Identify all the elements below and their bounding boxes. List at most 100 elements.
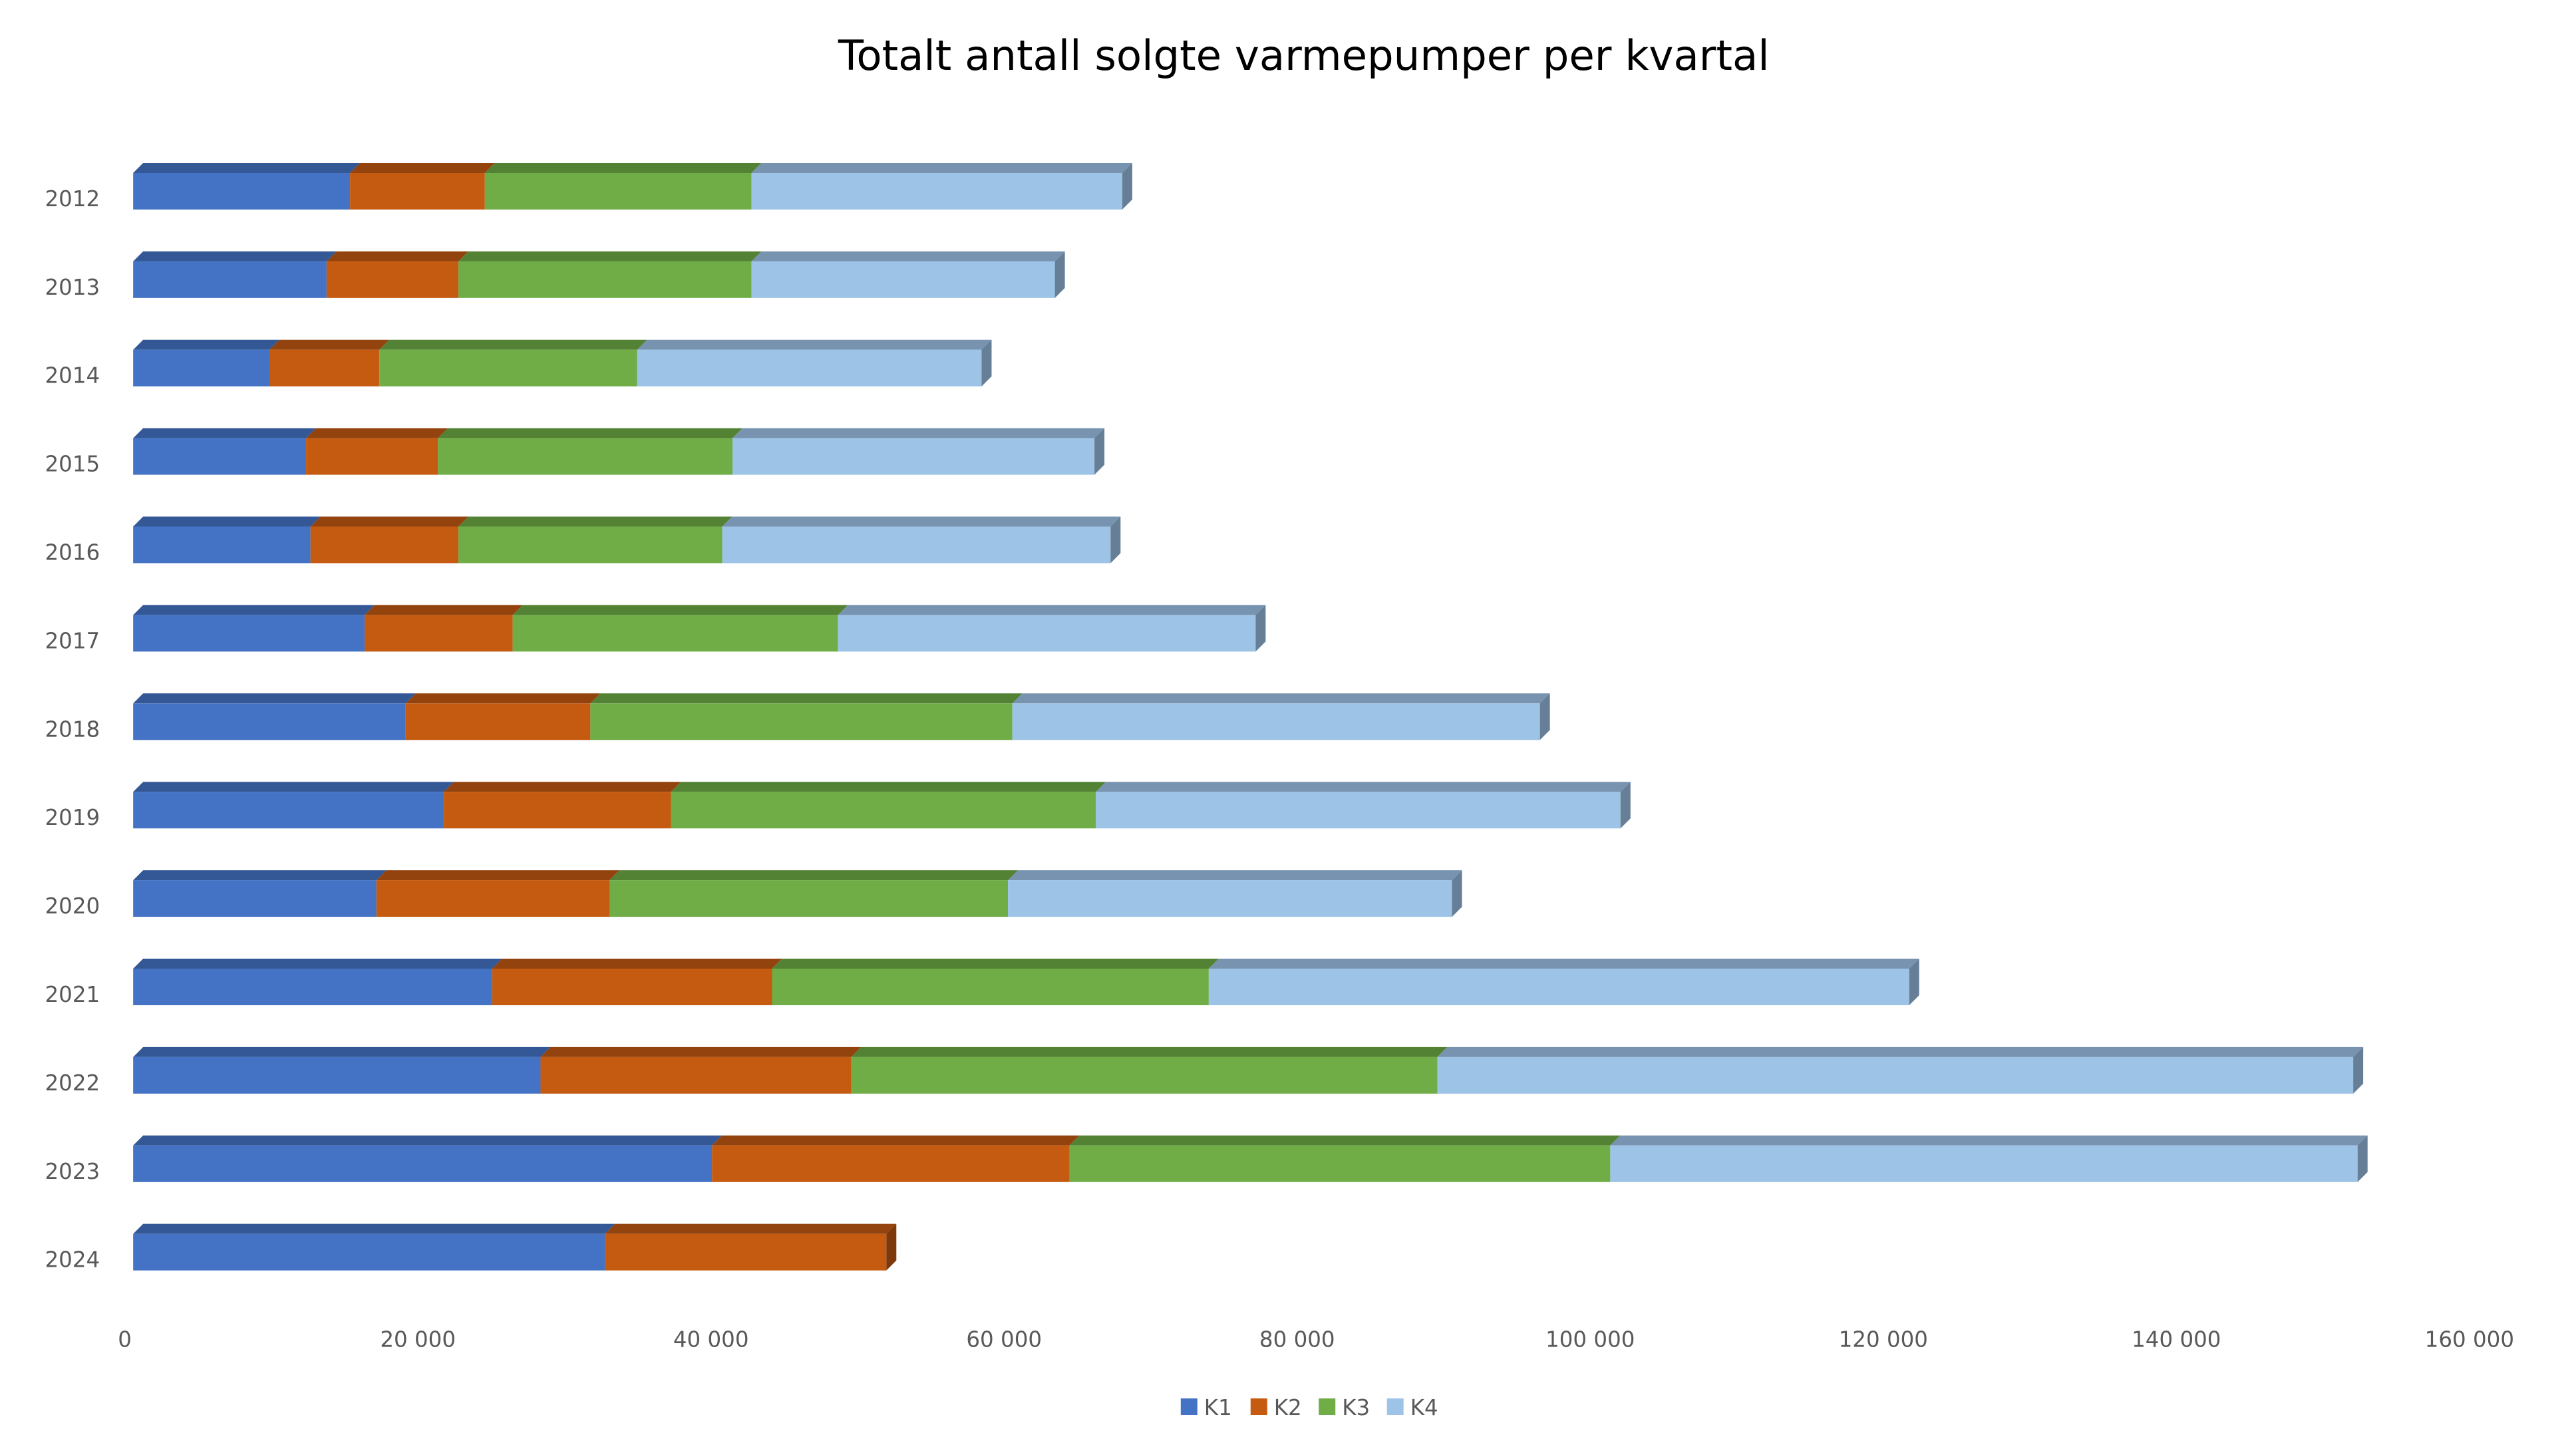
x-axis: 0 20 000 40 000 60 000 80 000 100 000 120 000 1…: [118, 1327, 2514, 1353]
bar-K4-2012: [751, 162, 1132, 210]
bar-front-face: [712, 1145, 1070, 1182]
bar-top-face: [133, 870, 387, 881]
bar-K3-2015: [438, 428, 743, 475]
bar-top-face: [732, 428, 1105, 438]
bar-front-face: [133, 526, 311, 563]
x-tick-label: 80 000: [1259, 1327, 1335, 1353]
bar-top-face: [772, 958, 1219, 969]
bar-side-face: [1452, 870, 1462, 917]
bar-top-face: [851, 1046, 1448, 1057]
bar-K2-2013: [326, 251, 469, 298]
bar-K2-2024: [605, 1223, 897, 1271]
bar-K1-2021: [133, 958, 502, 1005]
bar-K4-2013: [751, 251, 1065, 298]
bar-side-face: [886, 1223, 897, 1271]
bar-top-face: [1096, 782, 1631, 792]
bar-front-face: [444, 792, 671, 829]
bar-K2-2017: [365, 605, 523, 652]
bar-top-face: [133, 1046, 551, 1057]
legend-label: K2: [1274, 1395, 1302, 1420]
bar-top-face: [326, 251, 469, 261]
bar-front-face: [751, 261, 1055, 298]
bar-K3-2012: [484, 162, 762, 210]
bar-K1-2020: [133, 870, 387, 917]
bar-K4-2019: [1096, 782, 1631, 829]
bar-top-face: [751, 162, 1132, 173]
y-tick-label: 2013: [45, 275, 100, 300]
y-tick-label: 2023: [45, 1159, 100, 1184]
bar-front-face: [1008, 880, 1452, 917]
bar-front-face: [306, 438, 438, 475]
bar-top-face: [133, 251, 337, 261]
bar-top-face: [605, 1223, 897, 1234]
y-tick-label: 2021: [45, 982, 100, 1007]
y-axis: 2012 2013 2014 2015 2016 2017 2018 2019 2020 2021…: [45, 186, 100, 1273]
bar-front-face: [605, 1233, 887, 1271]
bar-K1-2022: [133, 1046, 551, 1094]
bar-top-face: [133, 605, 375, 615]
bar-front-face: [326, 261, 459, 298]
bar-K1-2023: [133, 1135, 723, 1182]
bar-K3-2022: [851, 1046, 1448, 1094]
bar-K2-2012: [350, 162, 495, 210]
bar-top-face: [133, 693, 416, 704]
bar-top-face: [458, 251, 762, 261]
bar-K2-2015: [306, 428, 448, 475]
x-tick-label: 120 000: [1839, 1327, 1928, 1353]
bar-top-face: [133, 1223, 615, 1234]
bar-K3-2017: [512, 605, 848, 652]
legend-item-K2: K2: [1250, 1395, 1302, 1420]
x-tick-label: 160 000: [2425, 1327, 2514, 1353]
bar-top-face: [637, 339, 992, 350]
bar-front-face: [540, 1056, 852, 1094]
bar-K1-2018: [133, 693, 416, 740]
bar-front-face: [133, 438, 307, 475]
bar-side-face: [1094, 428, 1105, 475]
bar-K1-2024: [133, 1223, 615, 1271]
y-tick-label: 2024: [45, 1247, 100, 1273]
bar-front-face: [350, 172, 485, 210]
y-tick-label: 2022: [45, 1070, 100, 1096]
legend-item-K3: K3: [1319, 1395, 1370, 1420]
bar-top-face: [671, 782, 1106, 792]
bar-top-face: [722, 516, 1121, 527]
bar-front-face: [732, 438, 1095, 475]
bar-K4-2020: [1008, 870, 1462, 917]
bar-K2-2019: [444, 782, 681, 829]
bar-K4-2015: [732, 428, 1105, 475]
bar-top-face: [133, 162, 361, 173]
bar-top-face: [1610, 1135, 2368, 1146]
legend: K1 K2 K3 K4: [1180, 1395, 1438, 1420]
bar-front-face: [484, 172, 752, 210]
bar-top-face: [458, 516, 732, 527]
bar-front-face: [365, 615, 513, 652]
legend-label: K1: [1204, 1395, 1232, 1420]
bar-front-face: [838, 615, 1256, 652]
bar-front-face: [379, 349, 637, 387]
plot-area: [133, 162, 2368, 1271]
bar-top-face: [512, 605, 848, 615]
bar-side-face: [1620, 782, 1631, 829]
x-tick-label: 0: [118, 1327, 132, 1353]
bar-K1-2013: [133, 251, 337, 298]
bar-side-face: [1054, 251, 1065, 298]
bar-front-face: [637, 349, 982, 387]
bar-top-face: [133, 1135, 723, 1146]
bar-K2-2023: [712, 1135, 1080, 1182]
bar-K1-2015: [133, 428, 317, 475]
x-tick-label: 100 000: [1545, 1327, 1635, 1353]
legend-swatch: [1180, 1398, 1198, 1416]
bar-side-face: [1255, 605, 1266, 652]
bar-front-face: [133, 1145, 713, 1182]
bar-front-face: [492, 968, 772, 1005]
bar-K4-2014: [637, 339, 992, 387]
bar-front-face: [1069, 1145, 1611, 1182]
bar-top-face: [405, 693, 601, 704]
bar-top-face: [133, 516, 321, 527]
bar-K2-2022: [540, 1046, 862, 1094]
bar-K1-2016: [133, 516, 321, 563]
bar-front-face: [609, 880, 1009, 917]
legend-item-K1: K1: [1180, 1395, 1232, 1420]
y-tick-label: 2014: [45, 363, 100, 389]
